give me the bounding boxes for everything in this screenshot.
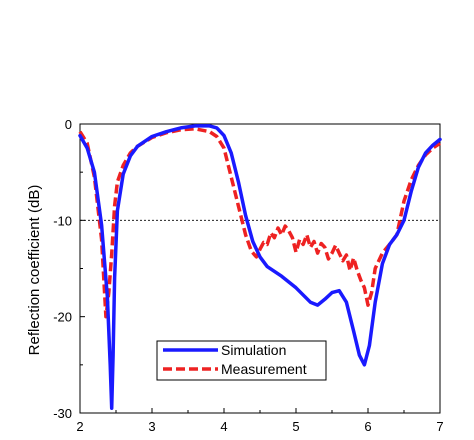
axis-ticks: [79, 123, 441, 414]
legend: Simulation Measurement: [156, 340, 327, 381]
x-tick-label: 2: [76, 419, 83, 434]
x-tick-label: 6: [364, 419, 371, 434]
series-layer: [78, 124, 442, 410]
x-tick-label: 4: [220, 419, 227, 434]
series-line-simulation: [78, 124, 442, 410]
series-line-measurement: [78, 127, 441, 319]
x-tick-label: 3: [148, 419, 155, 434]
legend-label-simulation: Simulation: [221, 342, 286, 358]
y-tick-label: -10: [53, 213, 72, 228]
tick-labels: 2 3 4 5 6 7 0 -10 -20 -30: [53, 117, 443, 434]
legend-label-measurement: Measurement: [221, 361, 307, 377]
y-axis-label: Reflection coefficient (dB): [26, 185, 43, 356]
legend-box: [156, 340, 327, 381]
x-tick-label: 5: [292, 419, 299, 434]
y-tick-label: -30: [53, 406, 72, 421]
x-tick-label: 7: [436, 419, 443, 434]
y-tick-label: 0: [65, 117, 72, 132]
y-tick-label: -20: [53, 310, 72, 325]
